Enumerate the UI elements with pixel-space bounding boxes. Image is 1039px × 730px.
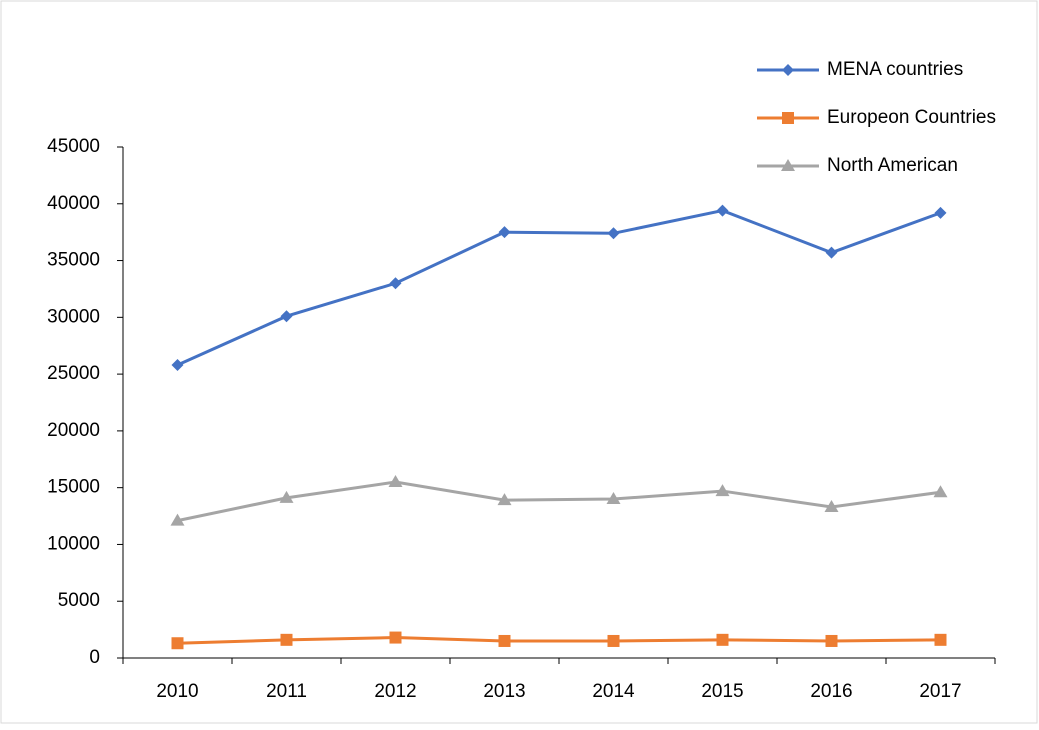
legend-marker xyxy=(782,64,794,76)
data-point xyxy=(388,474,403,487)
legend-marker xyxy=(781,159,795,171)
data-point xyxy=(606,492,621,505)
legend-label: Europeon Countries xyxy=(827,107,996,128)
x-tick-label: 2012 xyxy=(374,681,416,702)
x-tick-label: 2011 xyxy=(266,681,307,702)
data-point xyxy=(171,637,184,650)
legend-label: MENA countries xyxy=(827,59,963,80)
y-tick-label: 15000 xyxy=(47,477,100,498)
y-tick-label: 30000 xyxy=(47,306,100,327)
data-point xyxy=(933,485,948,498)
data-point xyxy=(716,633,729,646)
x-tick-label: 2016 xyxy=(810,681,852,702)
data-point xyxy=(824,499,839,512)
legend-marker xyxy=(782,112,794,124)
x-tick-label: 2013 xyxy=(483,681,525,702)
data-point xyxy=(825,246,838,259)
y-tick-label: 10000 xyxy=(47,533,100,554)
x-tick-label: 2017 xyxy=(919,681,961,702)
y-tick-label: 40000 xyxy=(47,193,100,214)
y-tick-label: 5000 xyxy=(58,590,100,611)
data-point xyxy=(171,359,184,372)
y-tick-label: 35000 xyxy=(47,250,100,271)
series-line xyxy=(176,209,942,367)
data-point xyxy=(280,310,293,323)
y-tick-label: 25000 xyxy=(47,363,100,384)
data-point xyxy=(498,226,511,239)
x-tick-label: 2014 xyxy=(592,681,635,702)
data-point xyxy=(389,631,402,644)
y-tick-label: 0 xyxy=(89,647,100,668)
series-line xyxy=(177,480,941,523)
data-point xyxy=(716,204,729,217)
data-point xyxy=(170,513,185,526)
data-point xyxy=(497,493,512,506)
legend-label: North American xyxy=(827,155,958,176)
data-point xyxy=(934,633,947,646)
data-point xyxy=(280,633,293,646)
data-point xyxy=(934,206,947,219)
x-tick-label: 2015 xyxy=(701,681,743,702)
y-tick-label: 20000 xyxy=(47,420,100,441)
data-point xyxy=(825,634,838,647)
data-point xyxy=(607,634,620,647)
data-point xyxy=(279,490,294,503)
data-point xyxy=(715,484,730,497)
y-tick-label: 45000 xyxy=(47,136,100,157)
series-line xyxy=(177,636,941,645)
data-point xyxy=(498,634,511,647)
data-point xyxy=(607,227,620,240)
data-point xyxy=(389,277,402,290)
x-tick-label: 2010 xyxy=(156,681,198,702)
